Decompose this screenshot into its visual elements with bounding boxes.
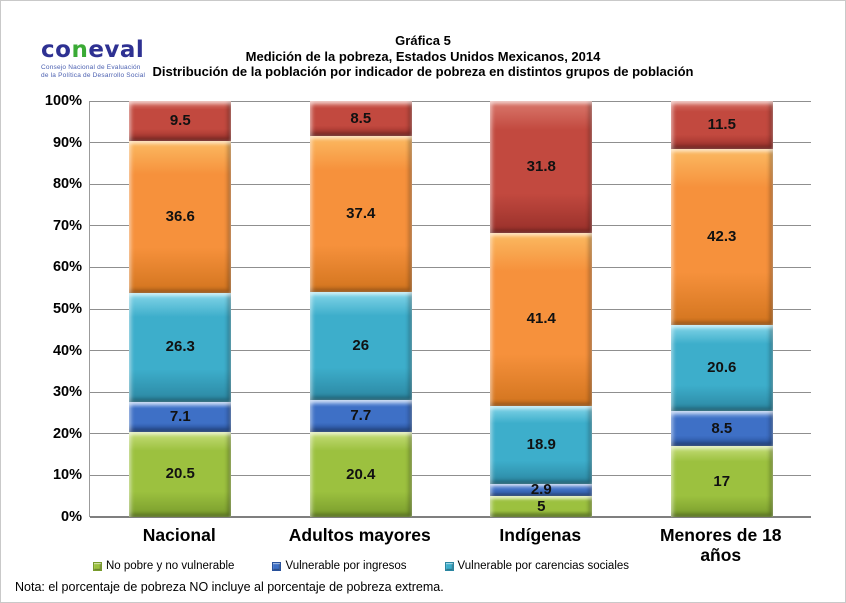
legend-label: No pobre y no vulnerable — [105, 560, 235, 572]
y-tick-label: 0% — [61, 509, 82, 525]
x-category-label: Menores de 18 años — [659, 525, 782, 565]
plot-area: 0% 10% 20% 30% 40% 50% 60% 70% 80% 90% 100% 20.5 7.1… — [45, 93, 811, 525]
coneval-logo: coneval Consejo Nacional de Evaluación d… — [41, 39, 161, 79]
segment-value-label: 20.6 — [707, 359, 737, 377]
gridline — [90, 100, 811, 102]
stacked-bar-nacional: 20.5 7.1 26.3 36.6 9.5 — [129, 101, 232, 517]
chart-title: Gráfica 5 Medición de la pobreza, Estado… — [1, 33, 845, 80]
bar-segment: 36.6 — [129, 140, 232, 293]
segment-value-label: 17 — [713, 472, 731, 490]
legend-marker-icon — [272, 561, 282, 571]
segment-value-label: 26.3 — [165, 338, 195, 356]
stacked-bar-adultos-mayores: 20.4 7.7 26 37.4 8.5 — [309, 101, 412, 517]
bar-segment: 8.5 — [309, 101, 412, 137]
segment-value-label: 8.5 — [711, 419, 733, 437]
x-category-label: Indígenas — [499, 525, 582, 545]
gridline — [90, 266, 811, 268]
segment-value-label: 20.5 — [165, 465, 195, 483]
segment-value-label: 41.4 — [526, 310, 556, 328]
legend-item: No pobre y no vulnerable — [92, 560, 235, 572]
bar-segment: 18.9 — [490, 405, 593, 485]
gridline — [90, 308, 811, 310]
x-axis-line — [90, 516, 811, 518]
bar-segment: 9.5 — [129, 101, 232, 141]
y-tick-label: 30% — [52, 384, 82, 401]
segment-value-label: 7.7 — [350, 407, 372, 425]
bar-segment: 2.9 — [490, 481, 593, 499]
logo-tagline-line1: Consejo Nacional de Evaluación — [41, 64, 141, 71]
bar-segment: 31.8 — [490, 101, 593, 234]
y-tick-label: 40% — [52, 342, 82, 359]
chart-title-line3: Distribución de la población por indicad… — [152, 64, 694, 79]
stacked-bar-menores-de-18-a-os: 17 8.5 20.6 42.3 11.5 — [670, 101, 773, 517]
logo-tagline-line2: de la Política de Desarrollo Social — [41, 71, 146, 79]
bar-segment: 41.4 — [490, 233, 593, 406]
logo-text-co: co — [41, 37, 72, 63]
bar-segment: 8.5 — [670, 410, 773, 447]
footnote: Nota: el porcentaje de pobreza NO incluy… — [15, 580, 444, 594]
bar-segment: 37.4 — [309, 136, 412, 292]
segment-value-label: 8.5 — [350, 109, 372, 127]
chart-title-line2: Medición de la pobreza, Estados Unidos M… — [245, 48, 601, 64]
y-tick-label: 50% — [52, 301, 82, 317]
legend: No pobre y no vulnerable Vulnerable por i… — [1, 560, 721, 572]
segment-value-label: 5 — [537, 497, 546, 515]
gridline — [90, 474, 811, 476]
segment-value-label: 26 — [352, 337, 370, 355]
legend-label: Vulnerable por carencias sociales — [457, 560, 630, 572]
legend-label: Vulnerable por ingresos — [285, 560, 407, 572]
logo-text-n: n — [71, 37, 89, 63]
segment-value-label: 7.1 — [169, 407, 191, 425]
logo-text-eval: eval — [88, 37, 145, 63]
segment-value-label: 36.6 — [165, 207, 195, 225]
segment-value-label: 31.8 — [526, 158, 556, 176]
gridline — [90, 350, 811, 352]
gridline — [90, 433, 811, 435]
segment-value-label: 2.9 — [530, 481, 552, 499]
bar-segment: 20.6 — [670, 325, 773, 411]
gridline — [90, 183, 811, 185]
bar-segment: 26 — [309, 291, 412, 401]
segment-value-label: 9.5 — [169, 111, 191, 129]
y-tick-label: 80% — [52, 176, 82, 193]
segment-value-label: 42.3 — [707, 228, 737, 246]
y-tick-label: 70% — [52, 217, 82, 234]
segment-value-label: 37.4 — [346, 205, 376, 223]
gridline — [90, 142, 811, 144]
bar-segment: 42.3 — [670, 149, 773, 326]
legend-marker-icon — [444, 561, 454, 571]
x-category-label: Nacional — [142, 525, 216, 545]
y-tick-label: 60% — [52, 259, 82, 276]
y-tick-label: 100% — [44, 93, 82, 109]
legend-item: Vulnerable por carencias sociales — [444, 560, 630, 572]
bar-segment: 7.7 — [309, 400, 412, 433]
bar-segment: 20.4 — [309, 432, 412, 517]
y-tick-label: 10% — [52, 467, 82, 484]
gridline — [90, 225, 811, 227]
bar-segment: 7.1 — [129, 402, 232, 432]
chart-title-line1: Gráfica 5 — [395, 33, 451, 48]
gridline — [90, 391, 811, 393]
logo-tagline: Consejo Nacional de Evaluación de la Pol… — [41, 64, 161, 79]
segment-value-label: 18.9 — [526, 435, 556, 453]
segment-value-label: 11.5 — [707, 116, 736, 134]
bar-segment: 5 — [490, 496, 593, 517]
y-tick-label: 20% — [52, 425, 82, 442]
legend-marker-icon — [92, 561, 102, 571]
bar-segment: 20.5 — [129, 431, 232, 517]
stacked-bar-ind-genas: 5 2.9 18.9 41.4 31.8 — [490, 101, 593, 517]
coneval-wordmark: coneval — [41, 39, 161, 62]
bar-segment: 11.5 — [670, 101, 773, 150]
segment-value-label: 20.4 — [346, 465, 376, 483]
bar-segment: 26.3 — [129, 292, 232, 403]
x-category-label: Adultos mayores — [288, 525, 431, 545]
legend-item: Vulnerable por ingresos — [272, 560, 407, 572]
bar-segment: 17 — [670, 446, 773, 517]
y-tick-label: 90% — [52, 134, 82, 151]
